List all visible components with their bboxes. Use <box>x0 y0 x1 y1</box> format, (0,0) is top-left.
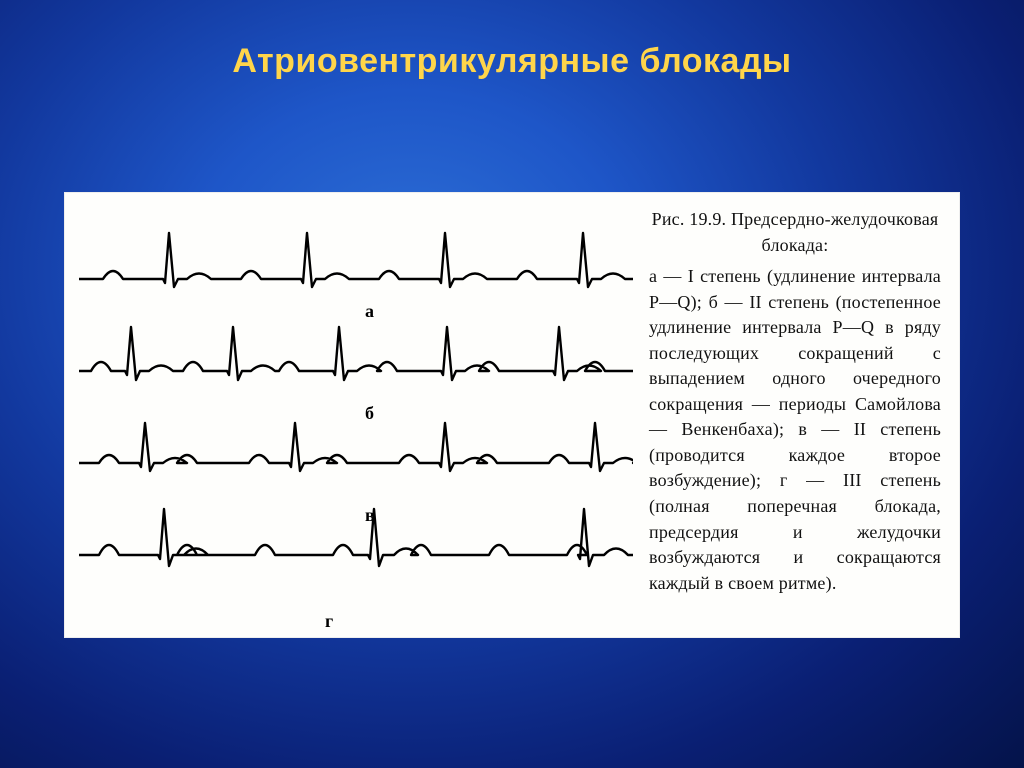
ecg-traces-area: а б в г <box>65 193 643 637</box>
row-label-g: г <box>325 611 333 632</box>
row-label-b: б <box>365 403 374 424</box>
ecg-row-a <box>79 217 633 309</box>
page-title: Атриовентрикулярные блокады <box>0 42 1024 81</box>
ecg-row-b <box>79 309 633 401</box>
row-label-v: в <box>365 505 375 526</box>
figure-panel: а б в г Рис. 19.9. Предсердно-желудочков… <box>64 192 960 638</box>
ecg-row-g <box>79 493 633 585</box>
figure-caption: Рис. 19.9. Предсердно-желудочковая блока… <box>643 193 959 637</box>
caption-body: а — I степень (удлинение интервала P—Q);… <box>649 264 941 596</box>
row-label-a: а <box>365 301 374 322</box>
caption-heading: Рис. 19.9. Предсердно-желудочковая блока… <box>649 207 941 258</box>
ecg-row-v <box>79 401 633 493</box>
slide: Атриовентрикулярные блокады а б в г Рис.… <box>0 0 1024 768</box>
